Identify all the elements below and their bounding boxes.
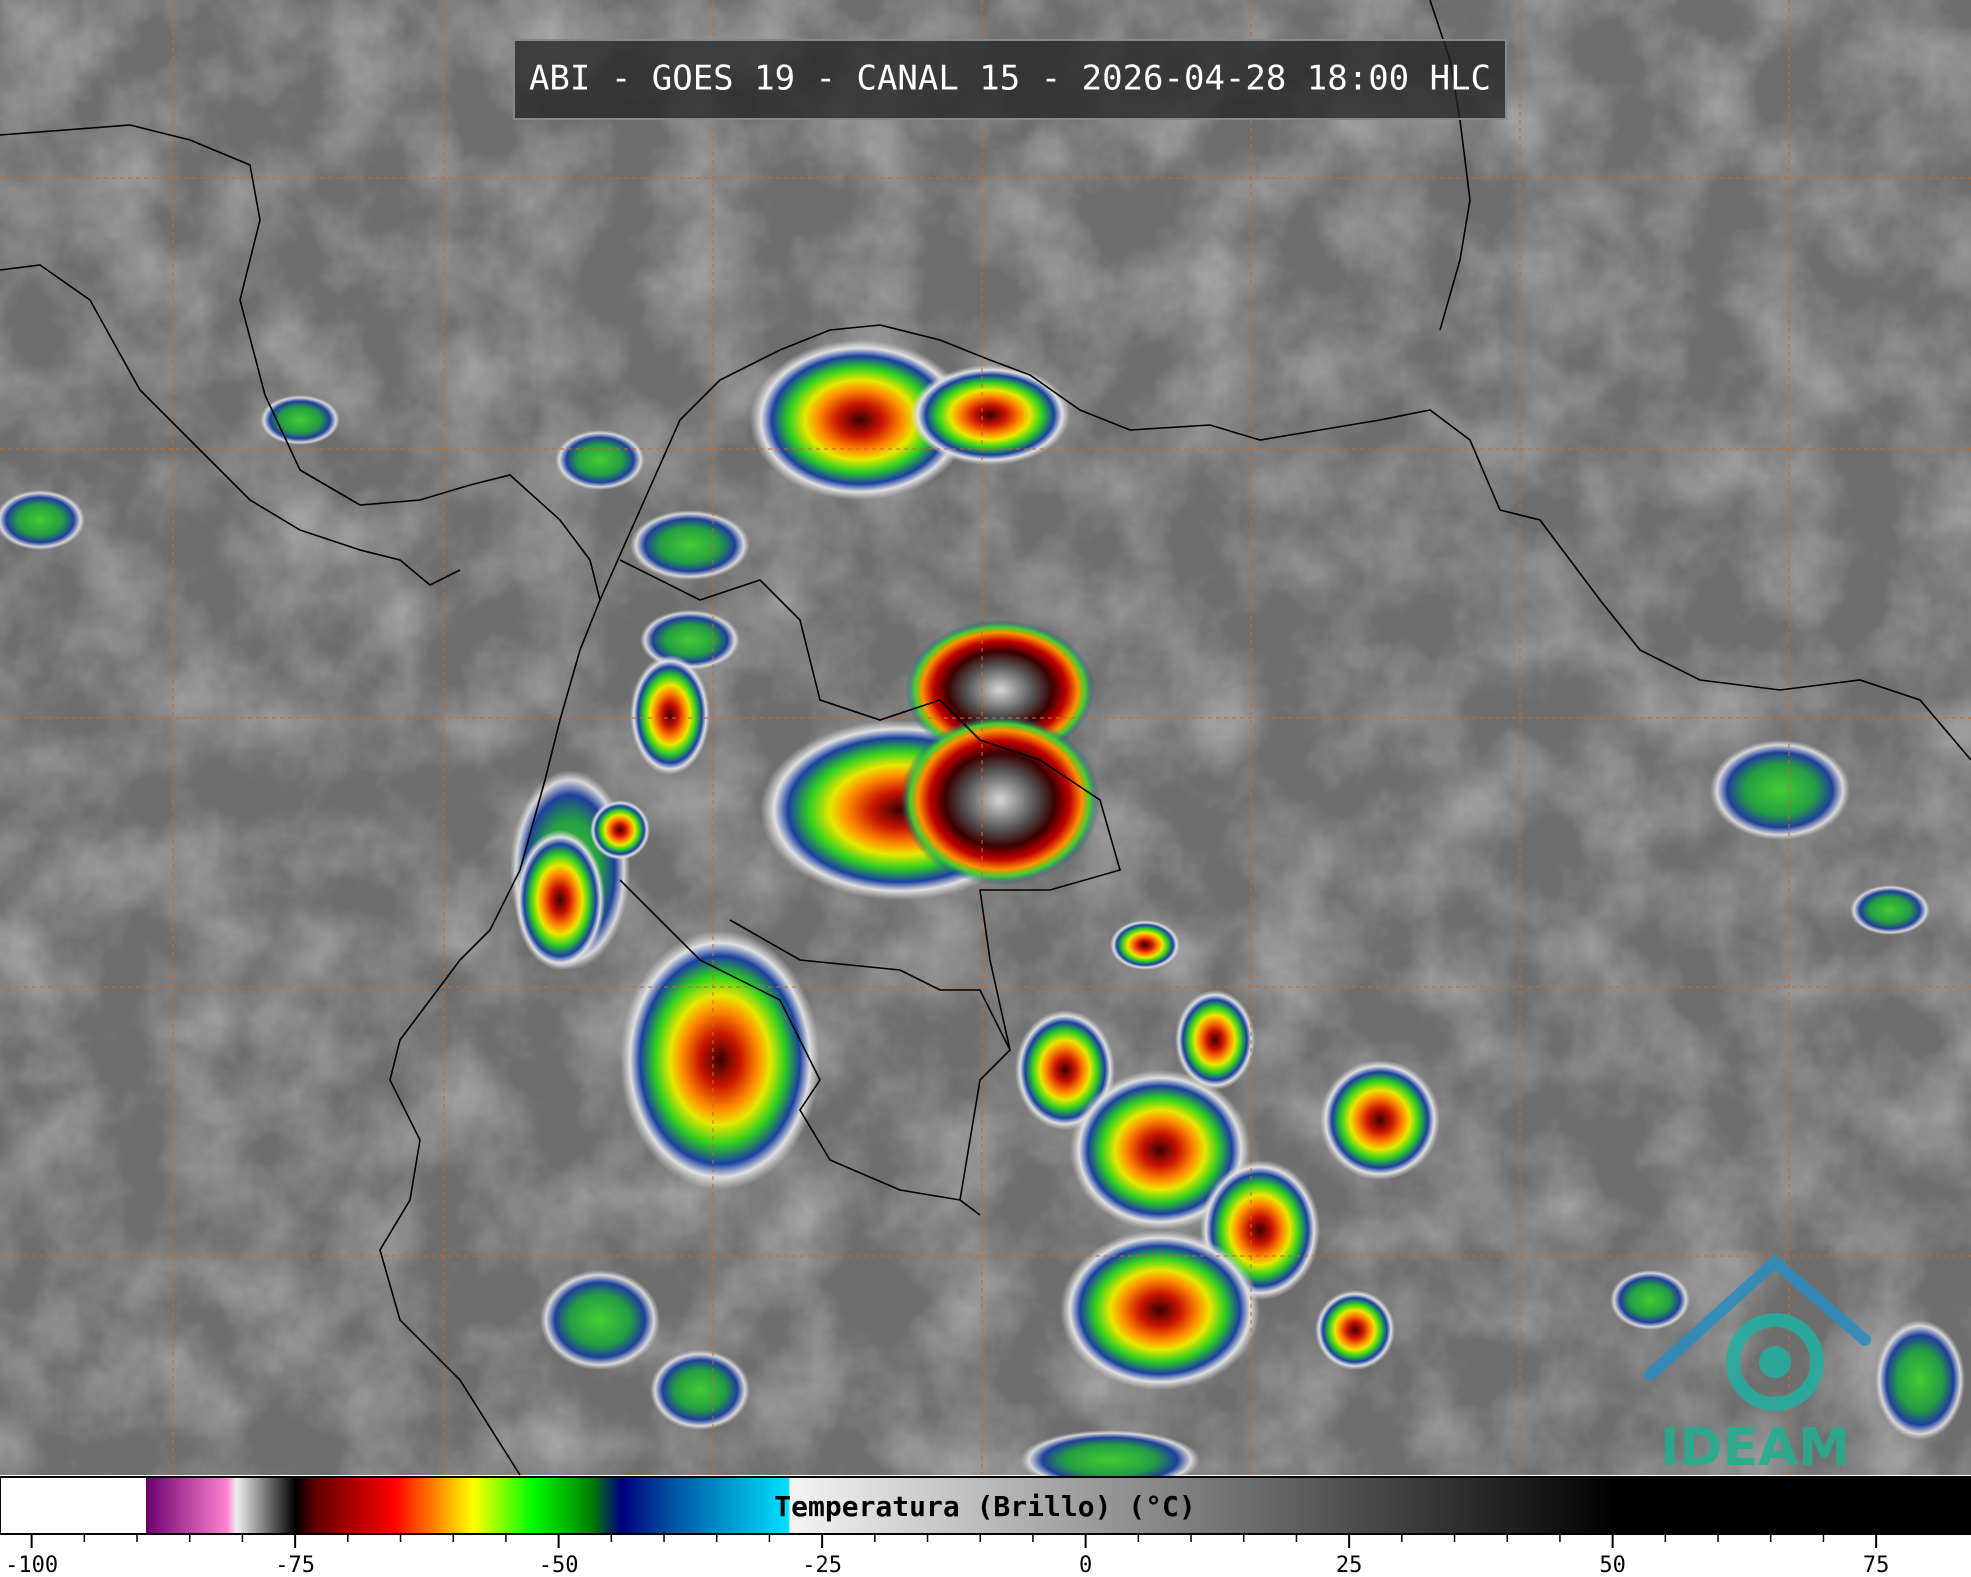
colorbar-label: Temperatura (Brillo) (°C) xyxy=(774,1490,1195,1523)
tick-label: 75 xyxy=(1863,1553,1890,1577)
logo-text: IDEAM xyxy=(1660,1418,1850,1478)
title-box: ABI - GOES 19 - CANAL 15 - 2026-04-28 18… xyxy=(513,39,1507,120)
map xyxy=(0,0,1971,1490)
logo: IDEAM xyxy=(1644,1253,1871,1478)
colorbar: Temperatura (Brillo) (°C) -100 -75 -50 -25 0… xyxy=(0,1476,1971,1577)
tick-label: 25 xyxy=(1336,1553,1363,1577)
tick-label: 0 xyxy=(1079,1553,1092,1577)
tick-label: -75 xyxy=(275,1553,315,1577)
tick-label: -25 xyxy=(802,1553,842,1577)
tick-label: -100 xyxy=(5,1553,58,1577)
title: ABI - GOES 19 - CANAL 15 - 2026-04-28 18… xyxy=(529,59,1491,99)
tick-label: -50 xyxy=(539,1553,579,1577)
tick-label: 50 xyxy=(1599,1553,1626,1577)
